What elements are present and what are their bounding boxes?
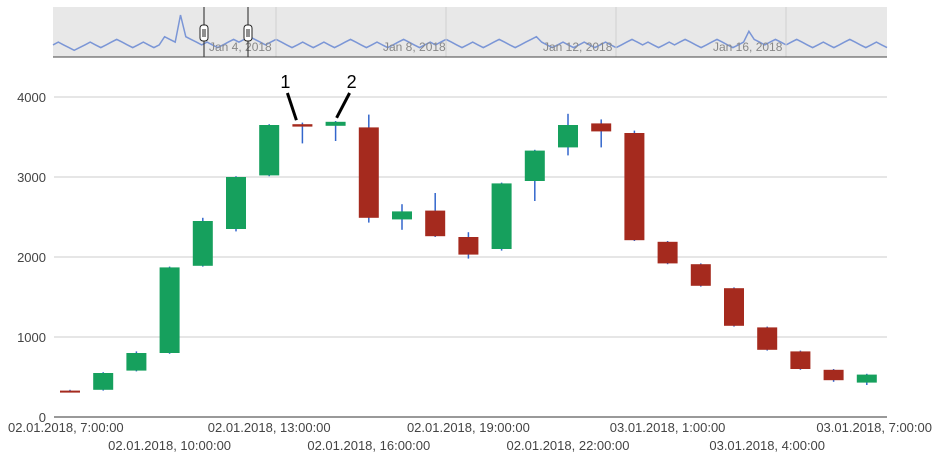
candle-body <box>60 390 80 393</box>
candle-body <box>358 127 379 218</box>
candle <box>458 232 479 259</box>
candle <box>425 193 446 237</box>
candle <box>93 372 114 391</box>
candle <box>790 350 811 370</box>
candle <box>392 204 412 230</box>
annotation-label: 1 <box>280 72 290 92</box>
candle <box>690 263 711 287</box>
x-tick-label: 02.01.2018, 22:00:00 <box>507 438 630 453</box>
y-tick-label: 4000 <box>17 90 46 105</box>
candle <box>558 113 578 156</box>
candle-body <box>690 264 711 286</box>
annotation: 2 <box>335 72 357 119</box>
candles <box>60 113 877 393</box>
candle <box>657 241 678 265</box>
x-tick-label: 03.01.2018, 1:00:00 <box>610 420 726 435</box>
candle <box>126 351 147 372</box>
navigator-right-handle[interactable] <box>243 24 253 42</box>
candle <box>358 114 379 223</box>
candle <box>724 287 744 327</box>
candle-body <box>591 123 612 132</box>
candle-body <box>292 124 313 127</box>
y-tick-label: 3000 <box>17 170 46 185</box>
candle <box>259 124 280 177</box>
candle-body <box>126 353 147 371</box>
candle-body <box>491 183 512 249</box>
candle-body <box>558 125 578 148</box>
candle <box>823 369 844 382</box>
candle-body <box>856 374 877 383</box>
candle-body <box>226 177 246 229</box>
navigator-date-label: Jan 12, 2018 <box>543 40 613 54</box>
candle-body <box>325 121 346 126</box>
y-tick-label: 1000 <box>17 330 46 345</box>
annotation: 1 <box>280 72 298 121</box>
x-tick-label: 02.01.2018, 13:00:00 <box>208 420 331 435</box>
candle-body <box>757 327 778 350</box>
x-axis-labels: 02.01.2018, 7:00:00 02.01.2018, 13:00:00 0… <box>8 420 932 453</box>
candle <box>757 326 778 351</box>
candle-body <box>425 210 446 237</box>
candle <box>192 217 213 267</box>
y-axis-labels: 0 1000 2000 3000 4000 <box>17 90 46 425</box>
x-tick-label: 02.01.2018, 16:00:00 <box>307 438 430 453</box>
x-tick-label: 02.01.2018, 19:00:00 <box>407 420 530 435</box>
annotation-label: 2 <box>347 72 357 92</box>
candle <box>524 149 545 201</box>
candle <box>60 389 80 393</box>
candle <box>159 266 180 354</box>
candle-body <box>458 237 479 255</box>
x-tick-label: 02.01.2018, 7:00:00 <box>8 420 124 435</box>
range-navigator[interactable]: Jan 4, 2018 Jan 8, 2018 Jan 12, 2018 Jan 16… <box>52 7 888 58</box>
candle <box>591 119 612 148</box>
candle-body <box>392 211 412 220</box>
candle-body <box>724 288 744 326</box>
x-tick-label: 02.01.2018, 10:00:00 <box>108 438 231 453</box>
navigator-selection[interactable] <box>204 7 248 57</box>
candle <box>491 182 512 251</box>
candle-body <box>93 373 114 390</box>
annotation-pointer <box>285 92 298 121</box>
navigator-date-label: Jan 4, 2018 <box>209 40 272 54</box>
navigator-left-handle[interactable] <box>199 24 209 42</box>
x-tick-label: 03.01.2018, 7:00:00 <box>816 420 932 435</box>
candle <box>292 122 313 144</box>
annotation-pointer <box>335 92 351 119</box>
candle-body <box>524 150 545 181</box>
candle-body <box>624 133 645 241</box>
candle <box>325 121 346 141</box>
candle <box>624 130 645 241</box>
candle-body <box>192 221 213 266</box>
candle-body <box>790 351 811 369</box>
grid-lines <box>54 96 887 418</box>
y-tick-label: 2000 <box>17 250 46 265</box>
candle <box>226 176 246 232</box>
navigator-date-label: Jan 8, 2018 <box>383 40 446 54</box>
navigator-date-label: Jan 16, 2018 <box>713 40 783 54</box>
candle <box>856 373 877 385</box>
candle-body <box>259 125 280 176</box>
navigator-series-line <box>52 14 888 52</box>
x-tick-label: 03.01.2018, 4:00:00 <box>709 438 825 453</box>
candle-body <box>823 369 844 381</box>
candle-body <box>159 267 180 353</box>
candle-body <box>657 241 678 264</box>
y-tick-label: 0 <box>39 410 46 425</box>
